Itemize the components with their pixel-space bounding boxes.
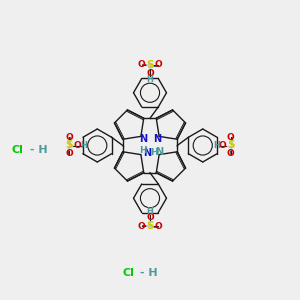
Text: H: H: [147, 75, 153, 84]
Text: O: O: [227, 133, 235, 142]
Text: Cl: Cl: [12, 145, 24, 155]
Text: O: O: [146, 69, 154, 78]
Text: O: O: [154, 60, 162, 69]
Text: N: N: [143, 148, 152, 158]
Text: H: H: [140, 146, 147, 155]
Text: H: H: [80, 141, 87, 150]
Text: N: N: [139, 134, 147, 144]
Text: N: N: [155, 147, 163, 157]
Text: O: O: [65, 149, 73, 158]
Text: - H: - H: [136, 268, 158, 278]
Text: H: H: [147, 207, 153, 216]
Text: O: O: [74, 141, 82, 150]
Text: O: O: [218, 141, 226, 150]
Text: S: S: [66, 140, 73, 151]
Text: H: H: [151, 148, 158, 157]
Text: O: O: [138, 60, 146, 69]
Text: Cl: Cl: [123, 268, 135, 278]
Text: H: H: [213, 141, 220, 150]
Text: S: S: [227, 140, 234, 151]
Text: S: S: [146, 60, 154, 70]
Text: S: S: [146, 221, 154, 231]
Text: - H: - H: [26, 145, 47, 155]
Text: O: O: [154, 222, 162, 231]
Text: N: N: [153, 134, 161, 144]
Text: O: O: [227, 149, 235, 158]
Text: O: O: [138, 222, 146, 231]
Text: O: O: [65, 133, 73, 142]
Text: O: O: [146, 213, 154, 222]
